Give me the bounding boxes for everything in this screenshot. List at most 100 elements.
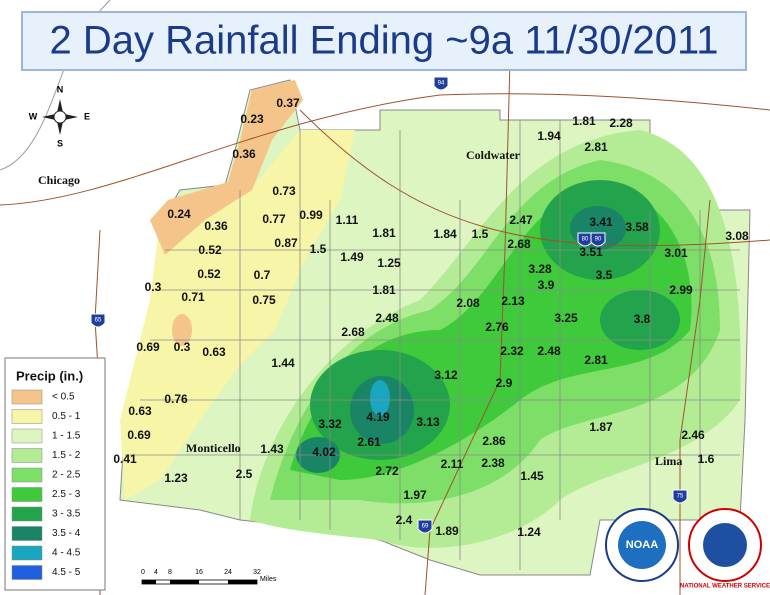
rainfall-value: 1.81 [372,226,396,240]
rainfall-value: 0.52 [198,243,222,257]
scale-unit: Miles [260,576,277,583]
compass-w: W [29,111,38,121]
rainfall-value: 1.89 [435,524,459,538]
legend-label: < 0.5 [52,392,75,403]
legend-title: Precip (in.) [16,368,83,383]
nws-logo: NATIONAL WEATHER SERVICE [680,508,770,590]
rainfall-value: 1.44 [271,356,295,370]
rainfall-value: 3.28 [528,262,552,276]
legend-swatch [11,409,43,424]
rainfall-value: 2.68 [507,237,531,251]
noaa-logo: NOAA [605,508,679,582]
legend-swatch [11,506,43,522]
rainfall-value: 2.38 [481,456,505,470]
rainfall-value: 0.69 [136,340,160,354]
rainfall-value: 0.41 [113,452,137,466]
county-lines [125,120,740,570]
rainfall-value: 2.4 [396,513,413,527]
shields: 94 65 80 90 69 75 [90,76,688,534]
rainfall-value: 3.12 [434,368,458,382]
zone-3-35 [600,290,680,350]
noaa-text: NOAA [626,539,658,551]
rainfall-value: 1.45 [520,469,544,483]
rainfall-value: 3.41 [589,215,613,229]
rainfall-value: 0.24 [167,207,191,221]
shield-label: 69 [422,524,429,530]
legend-swatch [11,467,43,483]
rainfall-value: 0.76 [164,392,188,406]
rainfall-value: 2.68 [341,325,365,339]
scale-label: 8 [168,569,172,576]
shield [433,76,449,91]
rainfall-value: 2.13 [501,294,525,308]
rainfall-value: 1.49 [340,250,364,264]
legend-items: < 0.5 0.5 - 1 1 - 1.5 1.5 - 2 2 - 2.5 2.5 - 3… [11,389,81,580]
rainfall-value: 2.81 [584,140,608,154]
rainfall-value: 3.8 [634,312,651,326]
legend-label: 3.5 - 4 [52,528,81,539]
rainfall-value: 0.36 [232,147,256,161]
legend-swatch [11,389,43,405]
rainfall-value: 2.48 [375,311,399,325]
legend-swatch [11,545,43,561]
legend-swatch [11,448,43,463]
rainfall-value: 3.13 [416,415,440,429]
rainfall-value: 1.11 [336,213,359,227]
shield-label: 90 [595,237,602,243]
rainfall-value: 2.11 [441,457,464,471]
city-label: Coldwater [466,148,521,162]
shield-label: 94 [438,81,445,87]
rainfall-value: 1.24 [517,525,541,539]
rainfall-value: 0.63 [202,345,226,359]
rainfall-value: 2.28 [609,116,633,130]
compass-n: N [57,84,64,94]
rainfall-value: 3.51 [579,245,603,259]
rainfall-value: 2.76 [485,320,509,334]
title-box [21,11,747,71]
rainfall-labels: 0.37 0.23 0.36 0.73 0.24 0.36 0.77 0.99 1.11 0.52… [113,96,749,539]
legend-swatch [11,428,43,444]
city-label: Chicago [38,173,80,187]
shield-label: 65 [95,318,102,324]
rainfall-value: 2.5 [236,467,253,481]
cities: Chicago Coldwater Monticello Lima [38,148,682,468]
title: 2 Day Rainfall Ending ~9a 11/30/2011 [49,19,718,63]
zone-orange [172,314,192,346]
rainfall-value: 2.72 [375,464,399,478]
compass-e: E [84,111,90,121]
rainfall-value: 1.87 [589,420,613,434]
legend-label: 2 - 2.5 [52,470,81,481]
rainfall-value: 2.61 [357,435,381,449]
rainfall-value: 0.63 [128,404,152,418]
rainfall-value: 3.32 [318,417,342,431]
zone-orange [150,80,303,255]
rainfall-value: 1.97 [403,488,427,502]
rainfall-value: 1.81 [372,283,396,297]
rainfall-value: 0.52 [197,267,221,281]
scale-label: 0 [141,569,145,576]
rainfall-value: 0.71 [181,290,205,304]
rainfall-value: 1.84 [433,227,457,241]
legend-label: 2.5 - 3 [52,489,81,500]
legend-label: 3 - 3.5 [52,509,81,520]
nws-text: NATIONAL WEATHER SERVICE [680,584,770,590]
scale-label: 16 [195,569,203,576]
rainfall-value: 0.99 [299,208,323,222]
scale-label: 24 [224,569,232,576]
rainfall-value: 0.3 [174,340,191,354]
shield [417,519,433,534]
compass: N S E W [29,84,90,148]
city-label: Monticello [186,441,241,455]
city-label: Lima [655,454,682,468]
rainfall-value: 2.08 [456,296,480,310]
rainfall-value: 0.23 [240,112,264,126]
rainfall-value: 1.81 [572,114,596,128]
rainfall-value: 0.3 [145,280,162,294]
rainfall-value: 2.81 [584,353,608,367]
shield [672,489,688,504]
rainfall-value: 3.08 [725,229,749,243]
rainfall-value: 3.5 [596,268,613,282]
rainfall-value: 1.5 [472,227,489,241]
zone-4-45 [370,380,390,416]
